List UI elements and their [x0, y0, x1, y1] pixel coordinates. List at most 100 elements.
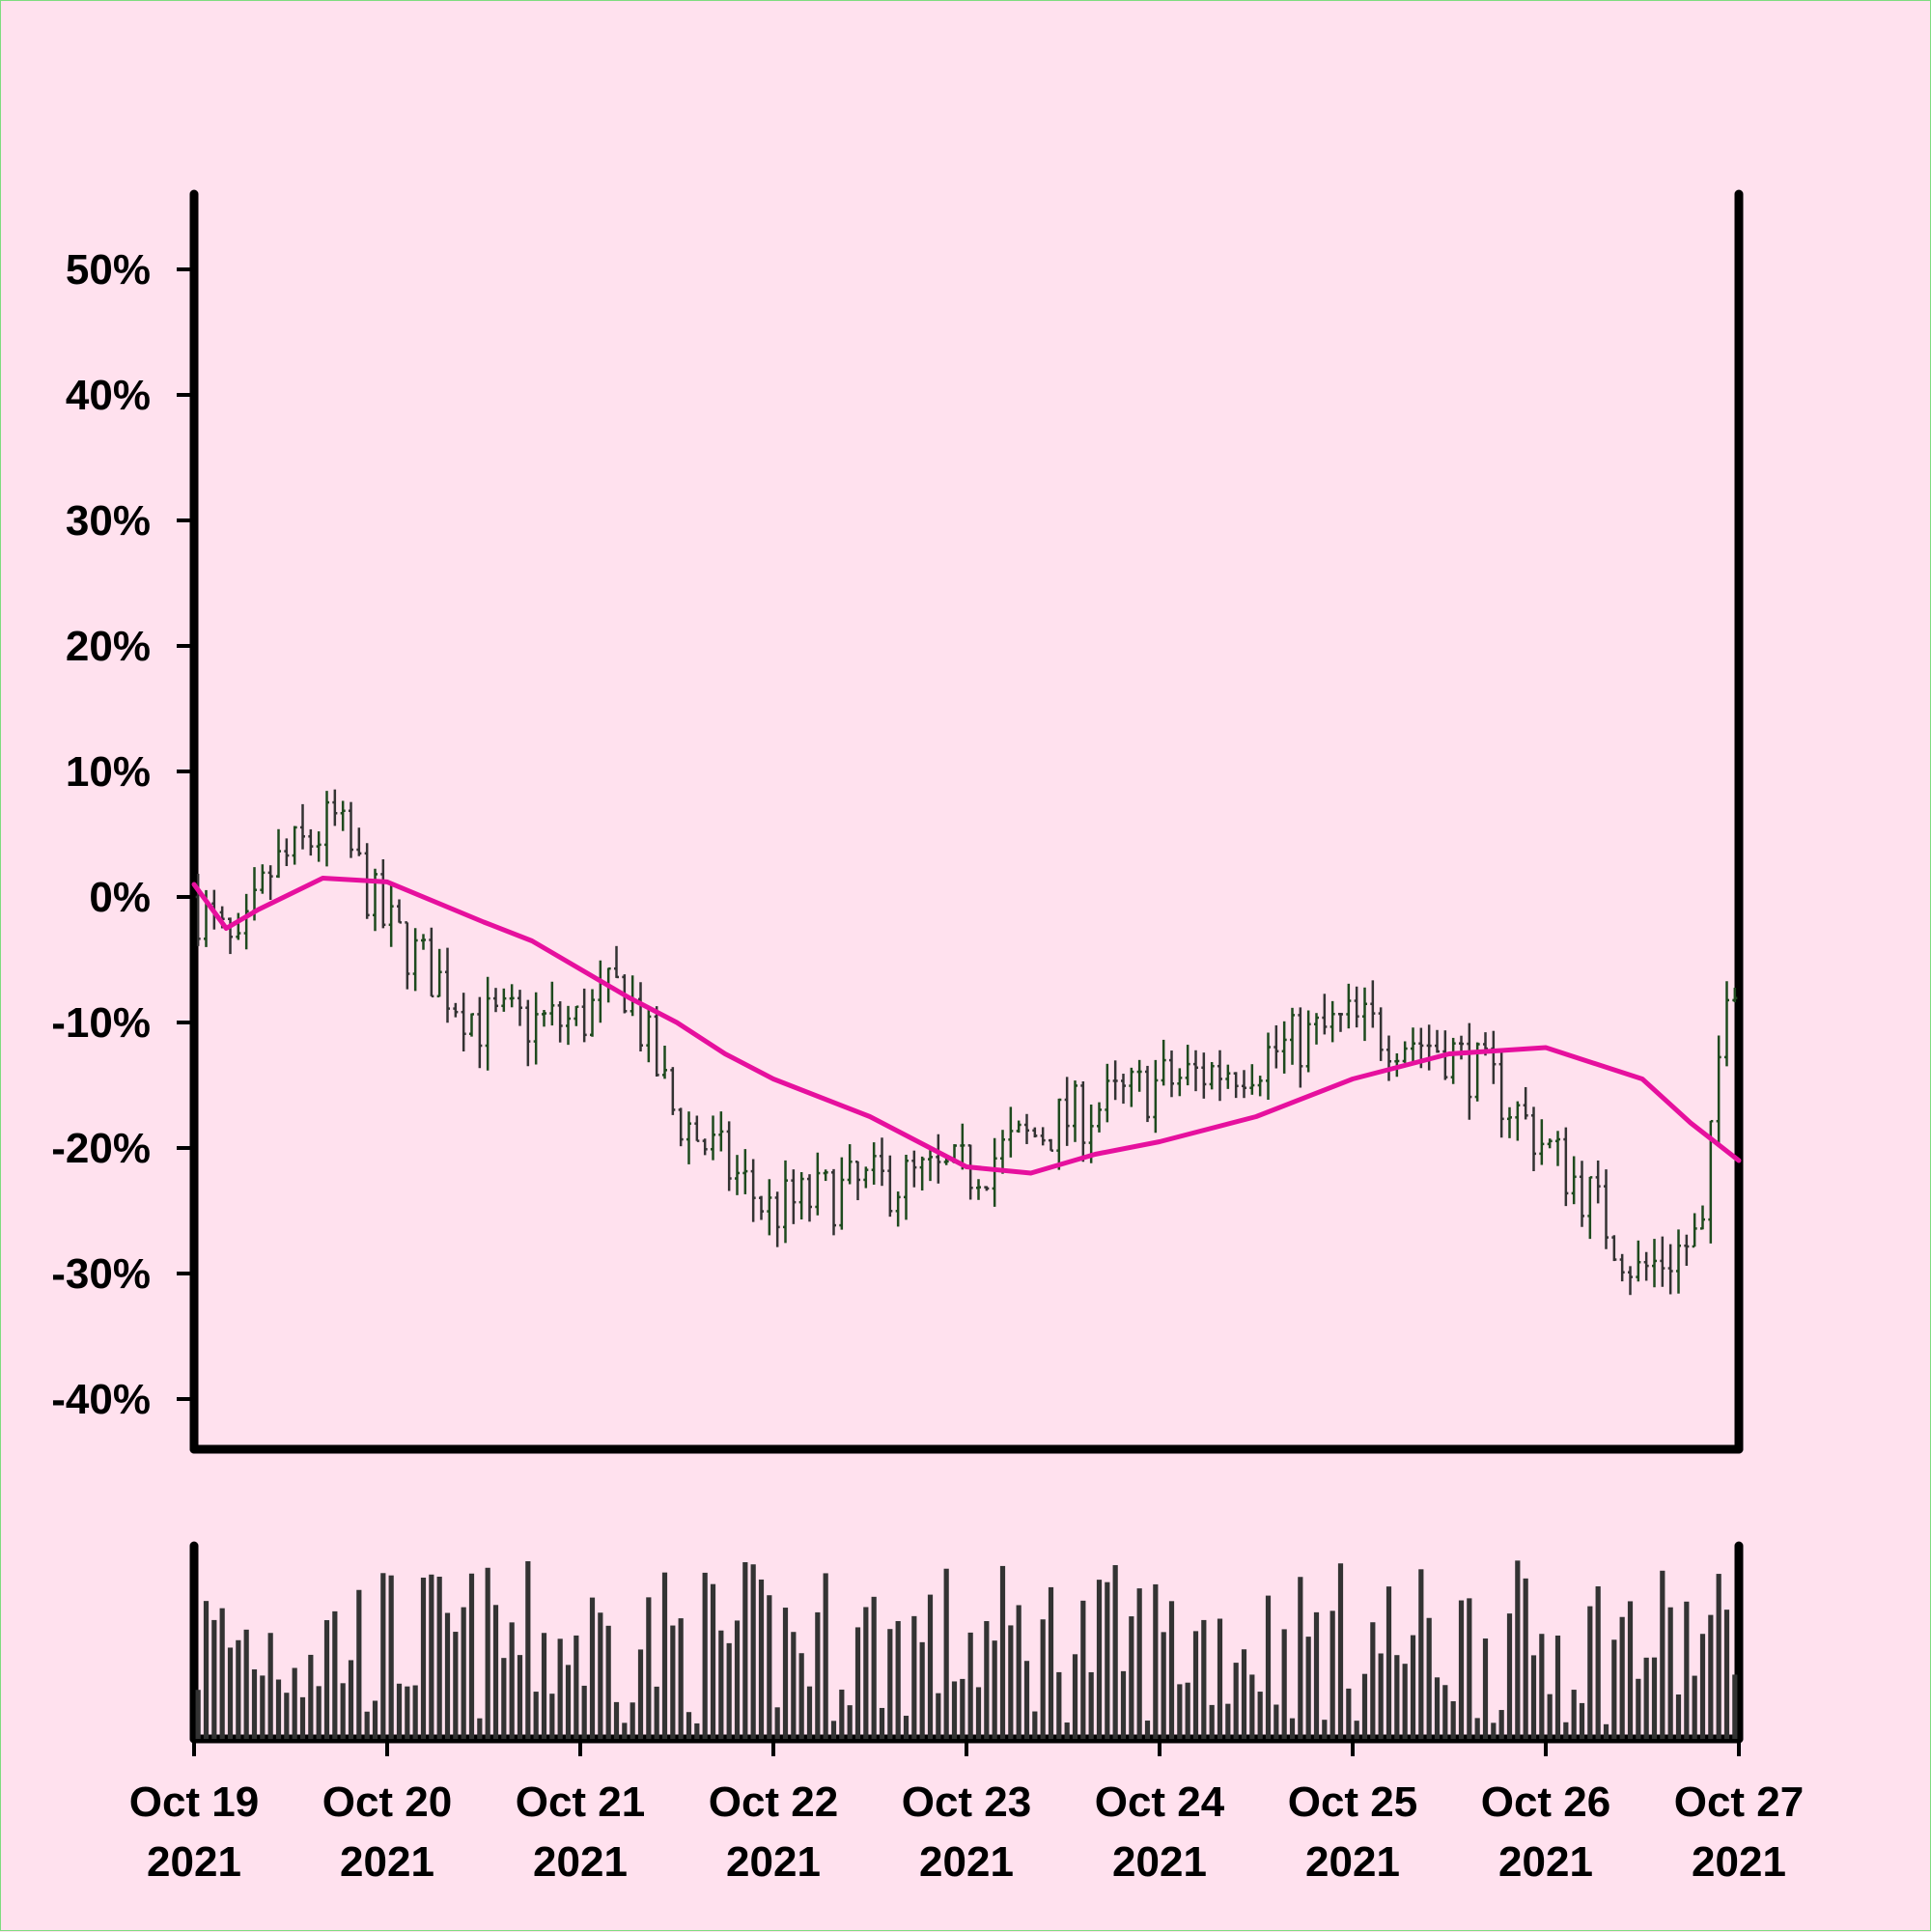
- volume-bar: [903, 1716, 910, 1739]
- volume-bar: [203, 1601, 210, 1739]
- volume-bar: [1322, 1720, 1328, 1739]
- volume-bar: [1530, 1655, 1537, 1739]
- volume-bar: [364, 1711, 370, 1739]
- volume-bar: [718, 1630, 724, 1739]
- volume-bar: [1273, 1704, 1279, 1739]
- volume-bar: [1426, 1617, 1432, 1739]
- volume-bar: [1048, 1586, 1054, 1739]
- volume-bar: [750, 1564, 756, 1739]
- volume-bar: [1305, 1637, 1311, 1739]
- volume-bar: [774, 1707, 780, 1739]
- volume-bar: [292, 1667, 297, 1739]
- volume-bar: [1515, 1560, 1521, 1739]
- volume-bar: [412, 1685, 418, 1739]
- volume-bar: [758, 1579, 765, 1739]
- volume-bar: [372, 1700, 378, 1739]
- y-tick-label: 50%: [66, 246, 151, 294]
- volume-bar: [1450, 1701, 1456, 1739]
- volume-bar: [646, 1597, 652, 1739]
- volume-bar: [678, 1618, 684, 1739]
- volume-bar: [1257, 1692, 1263, 1739]
- volume-bar: [823, 1573, 828, 1739]
- volume-bar: [396, 1683, 403, 1739]
- volume-bar: [1474, 1718, 1480, 1739]
- volume-bar: [1619, 1616, 1625, 1739]
- volume-bar: [1385, 1586, 1392, 1739]
- volume-bar: [1233, 1663, 1239, 1739]
- volume-bar: [260, 1675, 266, 1739]
- y-tick-label: 20%: [66, 623, 151, 670]
- volume-bar: [726, 1642, 732, 1739]
- volume-bar: [815, 1611, 821, 1739]
- volume-bar: [1660, 1570, 1665, 1739]
- volume-bar: [1442, 1685, 1448, 1739]
- volume-bar: [661, 1572, 668, 1739]
- moving-average-line: [191, 876, 1742, 1176]
- volume-bar: [1337, 1563, 1344, 1739]
- volume-bar: [967, 1632, 973, 1739]
- x-tick-label: Oct 22: [709, 1778, 839, 1826]
- volume-bar: [1458, 1600, 1465, 1739]
- volume-bar: [806, 1686, 813, 1739]
- volume-bar: [710, 1583, 716, 1739]
- volume-bar: [477, 1718, 483, 1739]
- volume-bar: [895, 1620, 901, 1739]
- volume-bar: [943, 1568, 949, 1739]
- volume-bar: [251, 1668, 258, 1739]
- volume-bar: [574, 1635, 579, 1739]
- volume-bar: [1289, 1718, 1296, 1739]
- volume-bar: [1563, 1722, 1569, 1739]
- volume-bar: [299, 1696, 306, 1739]
- volume-bar: [549, 1694, 555, 1739]
- volume-bar: [420, 1577, 427, 1739]
- volume-bar: [444, 1612, 451, 1739]
- volume-bar: [1636, 1678, 1641, 1739]
- volume-bar: [1032, 1711, 1038, 1739]
- volume-bar: [461, 1607, 466, 1739]
- volume-bar: [541, 1633, 547, 1739]
- volume-bar: [533, 1692, 539, 1739]
- x-tick-label: Oct 25: [1288, 1778, 1418, 1826]
- x-tick-label-year: 2021: [147, 1838, 241, 1886]
- volume-bar: [1192, 1631, 1199, 1739]
- volume-bar: [863, 1607, 869, 1739]
- volume-bar: [1402, 1664, 1408, 1739]
- volume-bar: [975, 1687, 982, 1739]
- volume-bar: [1667, 1607, 1673, 1739]
- volume-bar: [1643, 1657, 1649, 1739]
- volume-bar: [782, 1608, 789, 1739]
- volume-bar: [951, 1681, 958, 1739]
- y-tick-label: -40%: [51, 1376, 151, 1423]
- volume-bar: [1217, 1618, 1223, 1739]
- volume-bar: [1105, 1582, 1110, 1739]
- volume-bar: [1378, 1653, 1384, 1739]
- volume-bar: [332, 1610, 338, 1739]
- volume-bar: [613, 1701, 620, 1739]
- volume-bar: [1072, 1654, 1078, 1739]
- volume-bar: [830, 1721, 837, 1739]
- volume-bar: [936, 1693, 941, 1739]
- volume-bar: [1354, 1721, 1359, 1739]
- volume-bar: [1723, 1610, 1730, 1739]
- volume-bar: [598, 1612, 603, 1739]
- volume-bar: [1298, 1577, 1303, 1739]
- x-tick-label: Oct 23: [902, 1778, 1032, 1826]
- volume-bar: [581, 1685, 587, 1739]
- volume-bar: [1136, 1588, 1142, 1739]
- volume-bar: [485, 1567, 490, 1739]
- volume-bar: [1579, 1702, 1585, 1739]
- volume-bar: [1467, 1598, 1472, 1739]
- x-tick-label: Oct 24: [1095, 1778, 1225, 1826]
- volume-bar: [557, 1638, 563, 1739]
- volume-bar: [348, 1660, 354, 1739]
- volume-bar: [565, 1665, 572, 1739]
- volume-bar: [686, 1712, 692, 1739]
- x-tick-label-year: 2021: [1112, 1838, 1207, 1886]
- volume-bar: [1410, 1635, 1416, 1739]
- volume-bar: [630, 1702, 635, 1739]
- volume-bar: [791, 1632, 797, 1739]
- volume-bar: [1611, 1639, 1617, 1739]
- y-tick-label: 40%: [66, 372, 151, 419]
- x-tick-label-year: 2021: [1305, 1838, 1400, 1886]
